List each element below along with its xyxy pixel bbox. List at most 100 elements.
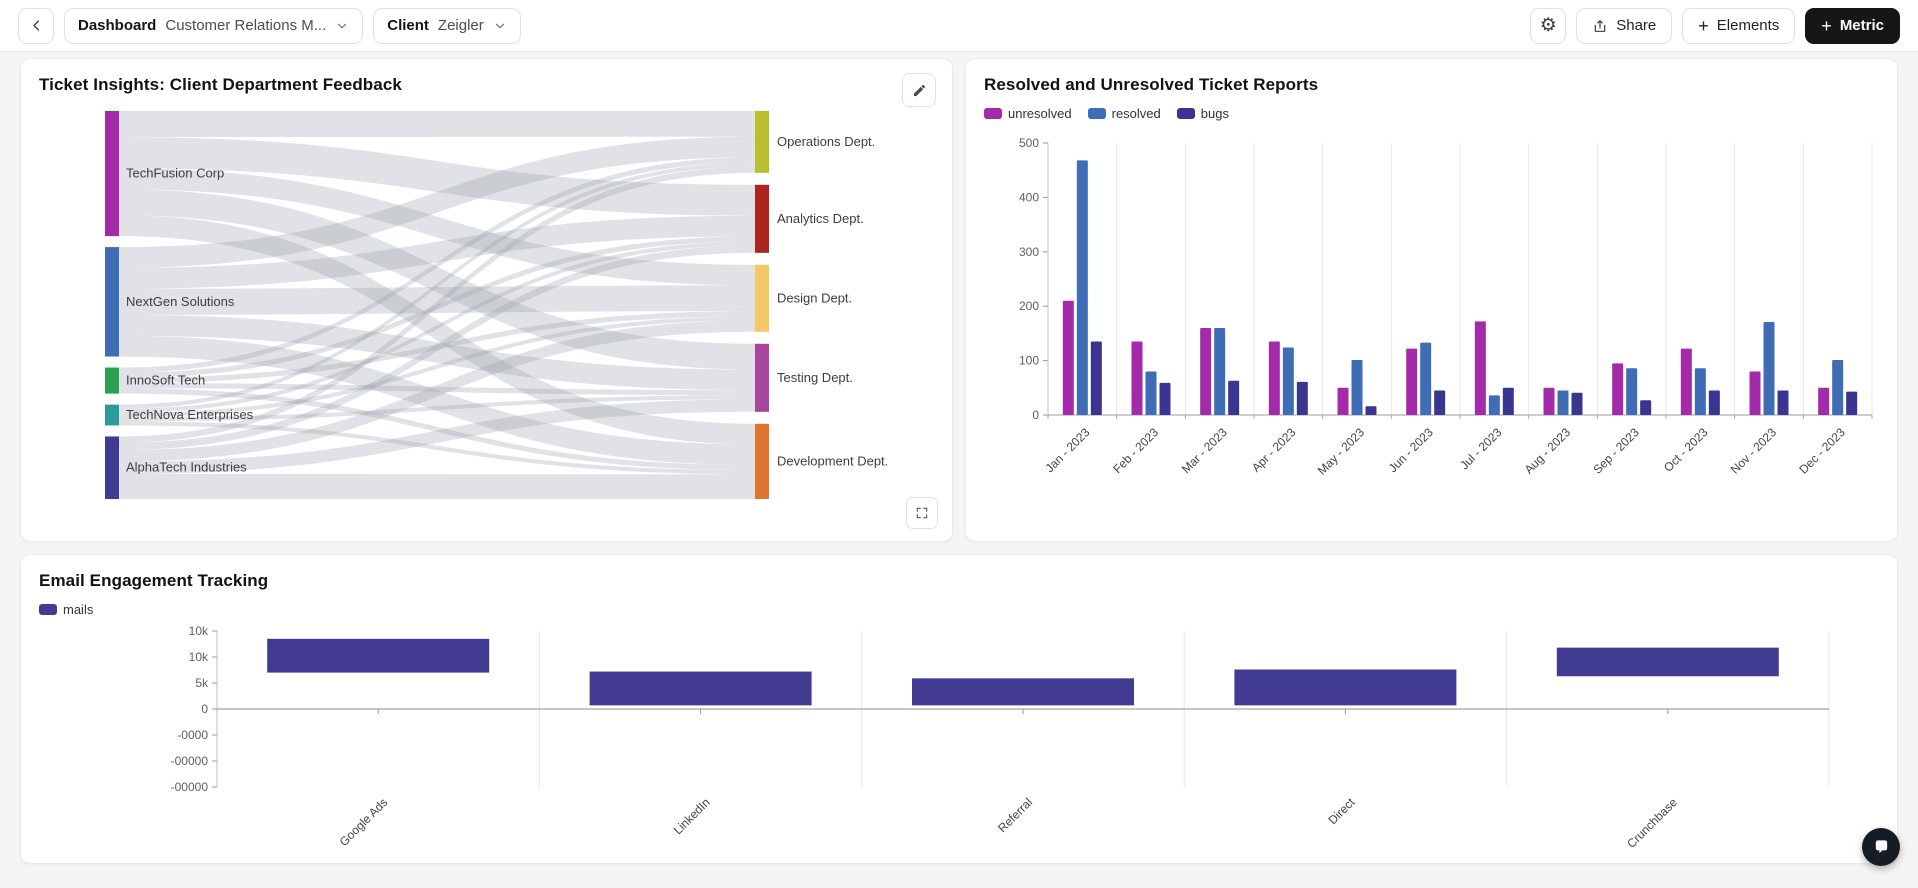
bar-resolved-2[interactable] [1214,327,1226,415]
bar-unresolved-11[interactable] [1818,387,1830,415]
bar-mails-2[interactable] [912,678,1134,706]
sankey-link[interactable] [119,189,755,370]
bar-bugs-0[interactable] [1090,341,1102,415]
sankey-link[interactable] [119,335,755,465]
bar-unresolved-10[interactable] [1749,371,1761,415]
bar-unresolved-8[interactable] [1612,363,1624,415]
sankey-link[interactable] [119,168,755,286]
bar-unresolved-4[interactable] [1337,387,1349,415]
sankey-link[interactable] [119,157,755,373]
bar-bugs-9[interactable] [1708,390,1720,415]
legend-swatch [1176,108,1195,119]
bar-mails-3[interactable] [1234,669,1457,706]
legend-item-resolved[interactable]: resolved [1087,106,1161,121]
bar-resolved-10[interactable] [1763,321,1775,415]
sankey-link[interactable] [119,316,755,418]
bar-unresolved-6[interactable] [1474,321,1486,415]
dashboard-selector[interactable]: Dashboard Customer Relations M... [64,7,364,44]
email-card-title: Email Engagement Tracking [39,571,269,590]
sankey-target-node[interactable] [755,264,769,332]
legend-item-mails[interactable]: mails [39,602,93,617]
bar-bugs-8[interactable] [1640,400,1652,415]
sankey-link[interactable] [119,137,755,216]
legend-item-bugs[interactable]: bugs [1176,106,1229,121]
sankey-target-node[interactable] [755,343,769,412]
back-button[interactable] [18,7,54,44]
sankey-link[interactable] [119,162,755,409]
legend-item-unresolved[interactable]: unresolved [984,106,1072,121]
bar-bugs-11[interactable] [1846,391,1858,415]
dashboard-content: Ticket Insights: Client Department Feedb… [0,52,1918,864]
bar-resolved-7[interactable] [1557,390,1569,415]
sankey-link[interactable] [119,311,755,384]
sankey-link[interactable] [119,285,755,315]
metric-button[interactable]: + Metric [1805,7,1900,44]
expand-button[interactable] [906,497,938,529]
client-selector-label: Client [387,17,429,34]
client-selector[interactable]: Client Zeigler [373,7,521,44]
bar-bugs-4[interactable] [1365,406,1377,415]
bar-bugs-1[interactable] [1159,382,1171,415]
bar-bugs-3[interactable] [1296,381,1308,415]
sankey-link[interactable] [119,320,755,462]
sankey-source-node[interactable] [105,367,119,394]
sankey-node-label: InnoSoft Tech [126,373,205,388]
sankey-source-node[interactable] [105,404,119,426]
settings-button[interactable]: ⚙ [1530,7,1567,44]
sankey-link[interactable] [119,215,755,289]
sankey-link[interactable] [119,473,755,499]
metric-label: Metric [1839,17,1884,34]
sankey-target-node[interactable] [755,184,769,253]
bar-unresolved-2[interactable] [1200,327,1212,415]
y-axis-label: -00000 [171,754,209,768]
bar-resolved-5[interactable] [1420,342,1432,415]
bar-resolved-9[interactable] [1694,368,1706,415]
sankey-link[interactable] [119,215,755,445]
share-button[interactable]: Share [1576,7,1673,44]
bar-bugs-2[interactable] [1228,380,1240,415]
bar-mails-0[interactable] [267,638,490,673]
bar-bugs-10[interactable] [1777,390,1789,415]
bar-unresolved-7[interactable] [1543,387,1555,415]
bar-resolved-3[interactable] [1282,347,1294,415]
bar-unresolved-3[interactable] [1268,341,1280,415]
bar-bugs-7[interactable] [1571,392,1583,415]
bar-resolved-11[interactable] [1832,360,1844,415]
edit-button[interactable] [902,73,936,107]
bar-resolved-0[interactable] [1076,160,1088,415]
chat-widget-button[interactable] [1862,828,1900,866]
legend-label: mails [63,602,94,617]
bar-bugs-6[interactable] [1502,387,1514,415]
bar-unresolved-5[interactable] [1406,348,1418,415]
sankey-link[interactable] [119,136,755,268]
sankey-source-node[interactable] [105,247,119,357]
sankey-source-node[interactable] [105,436,119,499]
sankey-link[interactable] [119,421,755,475]
sankey-link[interactable] [119,241,755,413]
sankey-link[interactable] [119,245,755,451]
sankey-link[interactable] [119,166,755,443]
sankey-target-node[interactable] [755,111,769,173]
bar-unresolved-1[interactable] [1131,341,1143,415]
sankey-source-node[interactable] [105,111,119,237]
elements-button[interactable]: + Elements [1682,7,1796,44]
bar-unresolved-9[interactable] [1680,348,1692,415]
sankey-link[interactable] [119,383,755,396]
plus-icon: + [1698,15,1709,36]
bar-mails-4[interactable] [1556,647,1779,677]
bar-unresolved-0[interactable] [1062,300,1074,415]
sankey-target-node[interactable] [755,423,769,499]
bar-resolved-4[interactable] [1351,360,1363,415]
sankey-link[interactable] [119,314,755,391]
email-chart: 10k 10k 5k 0 -0000 -00000 -00000 Google Ads Link… [171,624,1830,851]
sankey-link[interactable] [119,395,755,422]
sankey-link[interactable] [119,111,755,138]
sankey-link[interactable] [119,388,755,471]
bar-mails-1[interactable] [589,671,812,706]
sankey-link[interactable] [119,399,755,474]
bar-resolved-1[interactable] [1145,371,1157,415]
bar-resolved-6[interactable] [1488,395,1500,415]
bar-bugs-5[interactable] [1434,390,1446,415]
sankey-link[interactable] [119,236,755,378]
bar-resolved-8[interactable] [1626,368,1638,415]
